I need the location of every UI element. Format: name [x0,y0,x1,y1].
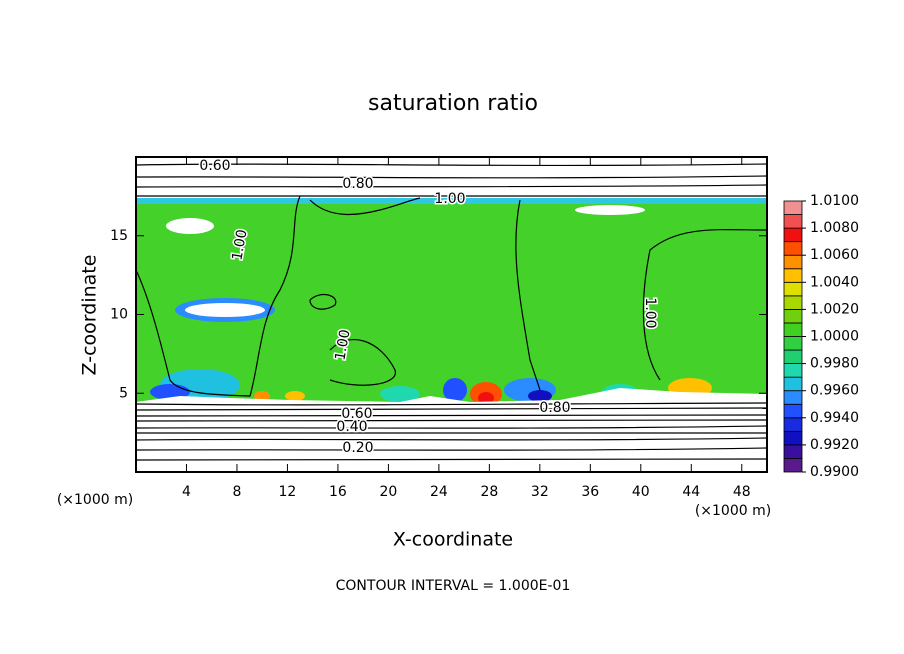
x-tick-label: 28 [480,484,498,500]
x-tick-label: 24 [430,484,448,500]
x-unit: (×1000 m) [695,503,771,519]
contour-label: 0.60 [199,158,230,174]
contour-label: 1.00 [332,328,353,361]
colorbar-band [783,363,803,378]
field-area [528,390,552,402]
colorbar-band [783,254,803,270]
field-area [185,303,265,317]
field-area [285,391,305,401]
colorbar-band [783,390,803,405]
colorbar-label: 1.0040 [810,274,859,290]
contour-label: 1.00 [642,297,658,328]
x-tick-label: 16 [329,484,347,500]
x-tick-label: 44 [682,484,700,500]
contour-label: 0.80 [539,400,570,416]
colorbar-band [783,200,803,215]
colorbar-band [783,444,803,459]
y-tick-label: 5 [119,385,128,401]
colorbar-label: 1.0060 [810,247,859,263]
x-tick-label: 32 [531,484,549,500]
x-tick-label: 8 [232,484,241,500]
field [135,157,768,472]
y-tick-label: 10 [110,307,128,323]
contour-label: 0.60 [341,406,372,422]
colorbar-band [783,268,803,283]
field-area [136,198,767,204]
y-tick-label: 15 [110,228,128,244]
colorbar-label: 0.9980 [810,356,859,372]
colorbar-band [783,458,803,473]
colorbar-band [783,403,803,419]
contour-label: 0.40 [336,419,367,435]
y-axis-label: Z-coordinate [79,255,101,376]
colorbar-band [783,214,803,229]
colorbar-band [783,376,803,392]
colorbar-label: 1.0100 [810,193,859,209]
field-area [254,391,270,401]
y-unit: (×1000 m) [57,492,133,508]
x-tick-label: 40 [632,484,650,500]
colorbar-band [783,417,803,432]
field-area [575,205,645,215]
colorbar-label: 1.0080 [810,220,859,236]
colorbar-band [783,308,803,324]
colorbar-label: 1.0000 [810,329,859,345]
x-tick-label: 4 [182,484,191,500]
footnote: CONTOUR INTERVAL = 1.000E-01 [336,578,571,594]
colorbar-band [783,349,803,364]
chart-title: saturation ratio [368,91,538,116]
x-axis-label: X-coordinate [393,529,513,551]
colorbar-band [783,241,803,256]
x-tick-label: 48 [733,484,751,500]
contour-label: 0.20 [342,440,373,456]
colorbar-label: 0.9960 [810,383,859,399]
colorbar-band [783,336,803,351]
field-area [443,378,467,402]
colorbar-band [783,322,803,337]
colorbar-label: 1.0020 [810,301,859,317]
contour-label: 0.80 [342,176,373,192]
contours [135,163,768,461]
x-tick-label: 20 [379,484,397,500]
x-tick-label: 12 [279,484,297,500]
colorbar-band [783,295,803,310]
colorbar-band [783,281,803,297]
field-area [166,218,214,234]
colorbar-band [783,430,803,446]
colorbar-label: 0.9900 [810,464,859,480]
colorbar-label: 0.9940 [810,410,859,426]
field-area [380,386,420,402]
x-tick-label: 36 [581,484,599,500]
contour-label: 1.00 [434,191,465,207]
field-area [478,392,494,404]
colorbar-band [783,227,803,243]
colorbar-label: 0.9920 [810,437,859,453]
